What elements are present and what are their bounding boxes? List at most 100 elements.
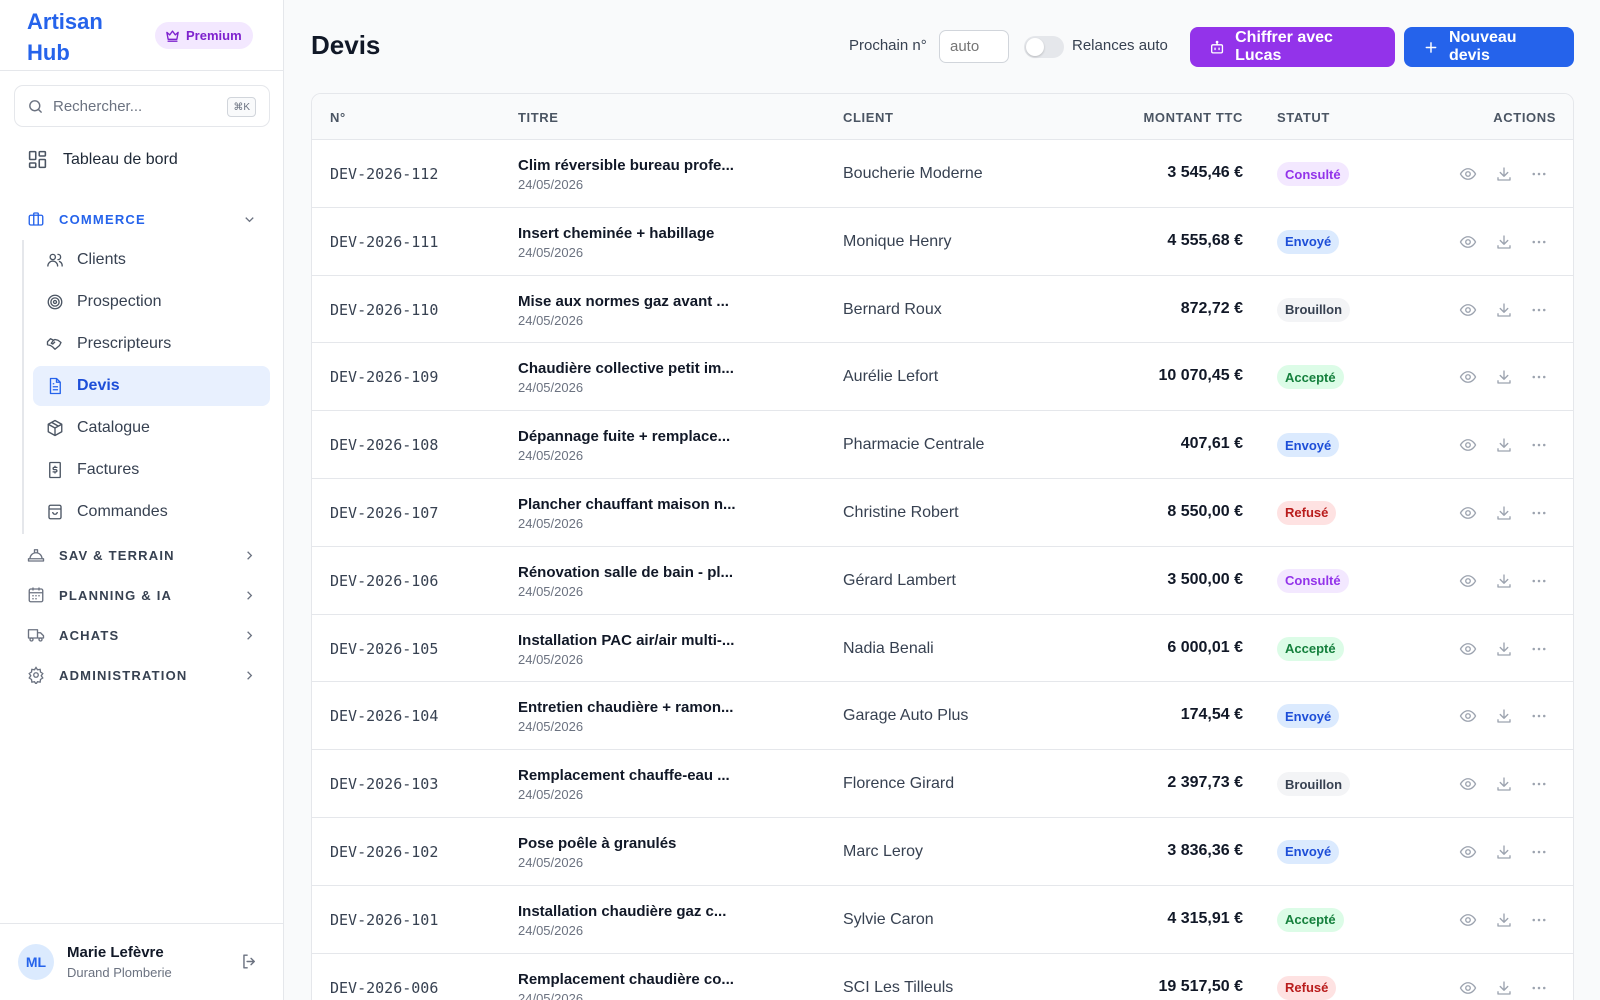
eye-icon[interactable]	[1459, 436, 1477, 454]
table-row[interactable]: DEV-2026-106 Rénovation salle de bain - …	[312, 547, 1573, 615]
more-horizontal-icon[interactable]	[1530, 707, 1548, 725]
more-horizontal-icon[interactable]	[1530, 843, 1548, 861]
download-icon[interactable]	[1495, 707, 1513, 725]
avatar[interactable]: ML	[18, 944, 54, 980]
download-icon[interactable]	[1495, 436, 1513, 454]
quote-number[interactable]: DEV-2026-101	[330, 910, 439, 929]
table-row[interactable]: DEV-2026-111 Insert cheminée + habillage…	[312, 208, 1573, 276]
eye-icon[interactable]	[1459, 368, 1477, 386]
quote-client[interactable]: Monique Henry	[843, 232, 952, 250]
section-commerce[interactable]: COMMERCE	[27, 207, 257, 231]
table-row[interactable]: DEV-2026-107 Plancher chauffant maison n…	[312, 479, 1573, 547]
quote-title[interactable]: Dépannage fuite + remplace...	[518, 428, 731, 446]
header-client[interactable]: CLIENT	[843, 110, 894, 125]
download-icon[interactable]	[1495, 368, 1513, 386]
table-row[interactable]: DEV-2026-104 Entretien chaudière + ramon…	[312, 682, 1573, 751]
quote-number[interactable]: DEV-2026-106	[330, 571, 439, 590]
more-horizontal-icon[interactable]	[1530, 436, 1548, 454]
download-icon[interactable]	[1495, 165, 1513, 183]
header-amount[interactable]: MONTANT TTC	[1143, 110, 1243, 125]
sidebar-item-dashboard[interactable]: Tableau de bord	[27, 149, 178, 170]
table-row[interactable]: DEV-2026-110 Mise aux normes gaz avant .…	[312, 276, 1573, 344]
more-horizontal-icon[interactable]	[1530, 979, 1548, 997]
auto-reminders-toggle[interactable]	[1024, 36, 1064, 58]
eye-icon[interactable]	[1459, 843, 1477, 861]
quote-number[interactable]: DEV-2026-112	[330, 165, 439, 183]
quote-title[interactable]: Remplacement chauffe-eau ...	[518, 767, 730, 785]
more-horizontal-icon[interactable]	[1530, 301, 1548, 319]
download-icon[interactable]	[1495, 233, 1513, 251]
section-sav-terrain[interactable]: SAV & TERRAIN	[27, 543, 257, 567]
quote-client[interactable]: Garage Auto Plus	[843, 707, 969, 725]
header-title[interactable]: TITRE	[518, 110, 559, 125]
download-icon[interactable]	[1495, 572, 1513, 590]
quote-number[interactable]: DEV-2026-105	[330, 639, 439, 658]
sidebar-item-prescripteurs[interactable]: Prescripteurs	[33, 324, 270, 364]
quote-title[interactable]: Plancher chauffant maison n...	[518, 495, 736, 513]
header-status[interactable]: STATUT	[1277, 110, 1330, 125]
quote-title[interactable]: Remplacement chaudière co...	[518, 970, 734, 988]
quote-number[interactable]: DEV-2026-108	[330, 436, 439, 455]
quote-title[interactable]: Rénovation salle de bain - pl...	[518, 563, 734, 581]
quote-title[interactable]: Installation chaudière gaz c...	[518, 902, 727, 920]
next-number-input[interactable]	[939, 30, 1009, 63]
table-row[interactable]: DEV-2026-006 Remplacement chaudière co..…	[312, 954, 1573, 1000]
quote-client[interactable]: Aurélie Lefort	[843, 368, 939, 386]
quote-title[interactable]: Installation PAC air/air multi-...	[518, 631, 735, 649]
quote-title[interactable]: Mise aux normes gaz avant ...	[518, 292, 729, 310]
quote-client[interactable]: Christine Robert	[843, 503, 959, 521]
quote-client[interactable]: Boucherie Moderne	[843, 165, 983, 182]
quote-client[interactable]: Pharmacie Centrale	[843, 436, 985, 454]
more-horizontal-icon[interactable]	[1530, 233, 1548, 251]
quote-client[interactable]: Gérard Lambert	[843, 571, 956, 589]
more-horizontal-icon[interactable]	[1530, 911, 1548, 929]
quote-client[interactable]: Florence Girard	[843, 775, 955, 793]
sidebar-item-factures[interactable]: Factures	[33, 450, 270, 490]
more-horizontal-icon[interactable]	[1530, 572, 1548, 590]
table-row[interactable]: DEV-2026-103 Remplacement chauffe-eau ..…	[312, 750, 1573, 818]
quote-number[interactable]: DEV-2026-006	[330, 978, 439, 997]
more-horizontal-icon[interactable]	[1530, 640, 1548, 658]
quote-number[interactable]: DEV-2026-109	[330, 368, 439, 387]
sidebar-item-commandes[interactable]: Commandes	[33, 492, 270, 532]
eye-icon[interactable]	[1459, 165, 1477, 183]
quote-client[interactable]: Bernard Roux	[843, 300, 942, 318]
eye-icon[interactable]	[1459, 301, 1477, 319]
logout-icon[interactable]	[240, 952, 259, 971]
quote-title[interactable]: Pose poêle à granulés	[518, 834, 677, 852]
sidebar-item-catalogue[interactable]: Catalogue	[33, 408, 270, 448]
eye-icon[interactable]	[1459, 979, 1477, 997]
quote-number[interactable]: DEV-2026-107	[330, 503, 439, 522]
quote-title[interactable]: Clim réversible bureau profe...	[518, 157, 734, 174]
eye-icon[interactable]	[1459, 572, 1477, 590]
download-icon[interactable]	[1495, 301, 1513, 319]
eye-icon[interactable]	[1459, 504, 1477, 522]
download-icon[interactable]	[1495, 843, 1513, 861]
eye-icon[interactable]	[1459, 911, 1477, 929]
quote-title[interactable]: Chaudière collective petit im...	[518, 360, 734, 378]
more-horizontal-icon[interactable]	[1530, 165, 1548, 183]
download-icon[interactable]	[1495, 640, 1513, 658]
header-num[interactable]: N°	[330, 110, 346, 125]
quote-client[interactable]: Nadia Benali	[843, 639, 934, 657]
quote-client[interactable]: Marc Leroy	[843, 842, 924, 860]
download-icon[interactable]	[1495, 504, 1513, 522]
quote-number[interactable]: DEV-2026-102	[330, 842, 439, 861]
chiffrer-avec-lucas-button[interactable]: Chiffrer avec Lucas	[1190, 27, 1395, 67]
eye-icon[interactable]	[1459, 707, 1477, 725]
section-administration[interactable]: ADMINISTRATION	[27, 663, 257, 687]
eye-icon[interactable]	[1459, 640, 1477, 658]
download-icon[interactable]	[1495, 775, 1513, 793]
quote-title[interactable]: Entretien chaudière + ramon...	[518, 699, 734, 717]
download-icon[interactable]	[1495, 911, 1513, 929]
search-input[interactable]: Rechercher... ⌘K	[14, 85, 270, 127]
table-row[interactable]: DEV-2026-109 Chaudière collective petit …	[312, 343, 1573, 412]
sidebar-item-devis[interactable]: Devis	[33, 366, 270, 406]
sidebar-item-clients[interactable]: Clients	[33, 240, 270, 280]
section-planning-ia[interactable]: PLANNING & IA	[27, 583, 257, 607]
sidebar-item-prospection[interactable]: Prospection	[33, 282, 270, 322]
download-icon[interactable]	[1495, 979, 1513, 997]
table-row[interactable]: DEV-2026-108 Dépannage fuite + remplace.…	[312, 411, 1573, 479]
table-row[interactable]: DEV-2026-112 Clim réversible bureau prof…	[312, 140, 1573, 208]
more-horizontal-icon[interactable]	[1530, 504, 1548, 522]
